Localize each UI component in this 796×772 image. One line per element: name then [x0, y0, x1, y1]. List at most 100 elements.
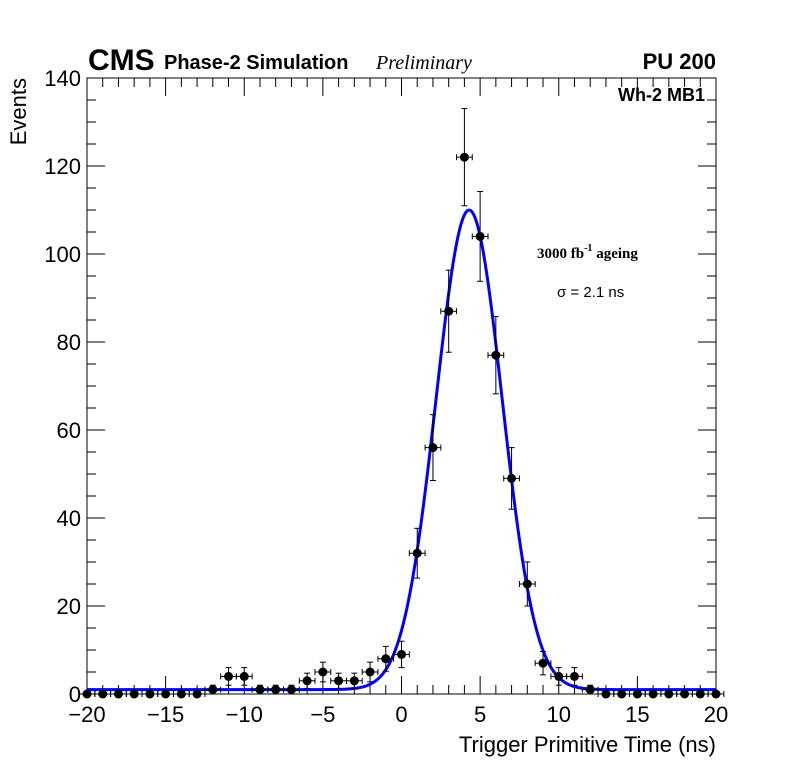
- x-tick-label: −10: [226, 702, 263, 727]
- data-point-group: [298, 672, 316, 689]
- data-point: [381, 654, 391, 664]
- y-tick-label: 140: [44, 66, 81, 91]
- x-tick-label: 5: [474, 702, 486, 727]
- data-point: [113, 689, 123, 699]
- data-point-group: [550, 667, 568, 686]
- data-point-group: [314, 661, 332, 683]
- data-point-group: [345, 672, 363, 689]
- data-point: [585, 685, 595, 695]
- x-tick-label: 0: [395, 702, 407, 727]
- data-point: [397, 649, 406, 659]
- data-point: [98, 689, 108, 699]
- data-point: [680, 689, 690, 699]
- data-point-group: [408, 527, 426, 579]
- data-point: [491, 350, 501, 360]
- lumi-value: 3000 fb: [537, 246, 584, 262]
- data-point: [459, 152, 469, 162]
- data-point: [412, 548, 422, 558]
- data-point: [318, 667, 328, 677]
- data-point: [522, 579, 532, 589]
- data-point: [711, 689, 721, 699]
- data-point: [224, 671, 234, 681]
- data-point: [648, 689, 658, 699]
- plot-frame: [86, 77, 717, 695]
- data-point-group: [188, 689, 206, 699]
- sigma-annotation: σ = 2.1 ns: [557, 284, 624, 301]
- data-point-group: [707, 689, 725, 699]
- x-tick-label: 15: [625, 702, 649, 727]
- data-point-group: [267, 684, 285, 695]
- data-point-group: [361, 661, 379, 683]
- x-tick-label: −20: [68, 702, 105, 727]
- x-tick-label: 20: [704, 702, 728, 727]
- lumi-annotation: 3000 fb-1 ageing: [537, 243, 638, 262]
- experiment-label: CMS: [88, 44, 155, 77]
- data-point: [192, 689, 202, 699]
- data-point-group: [283, 684, 300, 695]
- x-tick-label: −5: [310, 702, 335, 727]
- axes: −20 −15 −10 −5 0 5 10 15 20 0 20 40 60 80 100 120 140: [44, 66, 728, 727]
- data-point: [145, 689, 155, 699]
- data-point: [334, 676, 344, 686]
- status-label: Preliminary: [375, 52, 472, 74]
- data-point: [444, 306, 454, 316]
- data-point: [538, 658, 548, 668]
- x-tick-label: −15: [147, 702, 184, 727]
- data-point-group: [204, 684, 222, 695]
- data-point: [695, 689, 705, 699]
- fit-curve: [87, 208, 716, 692]
- points-layer: [78, 108, 725, 699]
- data-point: [286, 685, 296, 695]
- x-tick-label: 10: [547, 702, 571, 727]
- y-tick-label: 120: [44, 154, 81, 179]
- data-point: [176, 689, 186, 699]
- data-point-group: [518, 561, 536, 607]
- data-point-group: [440, 269, 458, 353]
- data-point-group: [456, 108, 473, 207]
- data-point: [82, 689, 92, 699]
- data-point-group: [503, 447, 520, 510]
- data-point: [302, 676, 312, 686]
- data-point-group: [251, 684, 269, 695]
- data-point: [129, 689, 139, 699]
- data-point-group: [330, 672, 347, 689]
- y-axis-title: Events: [6, 78, 31, 145]
- data-point: [475, 231, 485, 241]
- data-point: [507, 473, 517, 483]
- data-point: [255, 685, 265, 695]
- y-tick-label: 100: [44, 242, 81, 267]
- data-point: [428, 443, 438, 453]
- x-axis-title: Trigger Primitive Time (ns): [459, 732, 716, 757]
- data-point-group: [235, 667, 253, 686]
- lumi-exponent: -1: [584, 243, 592, 254]
- data-point: [554, 671, 564, 681]
- subtitle-label: Phase-2 Simulation: [164, 52, 349, 74]
- data-point: [632, 689, 642, 699]
- data-point-group: [471, 191, 489, 282]
- y-tick-label: 40: [57, 506, 81, 531]
- lumi-suffix: ageing: [592, 246, 638, 262]
- data-point: [271, 685, 281, 695]
- data-point: [349, 676, 359, 686]
- data-point: [365, 667, 375, 677]
- data-point-group: [581, 684, 599, 695]
- fit-layer: [87, 208, 716, 692]
- data-point-group: [220, 667, 237, 686]
- data-point-group: [534, 651, 552, 676]
- data-point-group: [487, 316, 505, 395]
- data-point: [239, 671, 249, 681]
- y-tick-label: 60: [57, 418, 81, 443]
- data-point: [208, 685, 218, 695]
- y-tick-label: 80: [57, 330, 81, 355]
- data-point-group: [377, 645, 395, 672]
- data-point-group: [424, 414, 442, 482]
- station-label: Wh-2 MB1: [618, 85, 705, 105]
- pileup-label: PU 200: [643, 49, 716, 74]
- data-point-group: [566, 667, 583, 686]
- data-point: [664, 689, 674, 699]
- y-tick-label: 20: [57, 594, 81, 619]
- data-point: [601, 689, 611, 699]
- data-point: [161, 689, 171, 699]
- data-point: [617, 689, 627, 699]
